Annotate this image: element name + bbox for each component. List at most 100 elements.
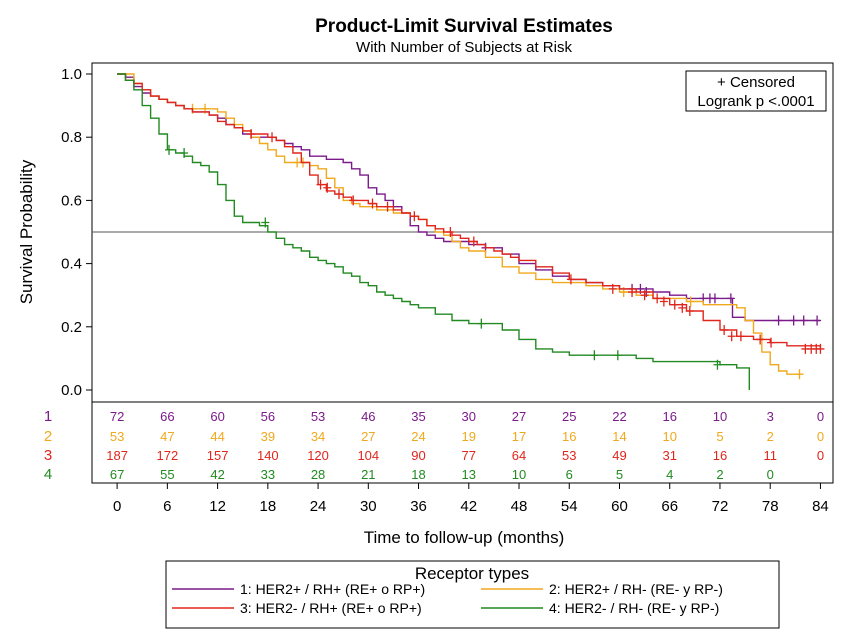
x-tick-label: 66 xyxy=(661,498,678,515)
x-tick-label: 72 xyxy=(712,498,729,515)
censor-mark-3 xyxy=(727,331,736,342)
at-risk-group-label: 1 xyxy=(44,408,52,425)
x-tick-label: 12 xyxy=(209,498,226,515)
x-tick-label: 0 xyxy=(113,498,121,515)
at-risk-count: 27 xyxy=(512,409,526,424)
at-risk-count: 2 xyxy=(716,467,723,482)
survival-curves xyxy=(117,73,825,390)
censor-mark-3 xyxy=(383,201,392,212)
at-risk-count: 49 xyxy=(612,448,626,463)
at-risk-count: 30 xyxy=(462,409,476,424)
censor-mark-3 xyxy=(653,293,662,304)
at-risk-count: 16 xyxy=(662,409,676,424)
at-risk-count: 21 xyxy=(361,467,375,482)
censor-mark-3 xyxy=(316,179,325,190)
at-risk-count: 5 xyxy=(716,429,723,444)
x-tick-label: 24 xyxy=(310,498,327,515)
at-risk-count: 55 xyxy=(160,467,174,482)
at-risk-count: 0 xyxy=(817,429,824,444)
censor-mark-1 xyxy=(710,293,719,304)
censor-mark-4 xyxy=(261,217,270,228)
censor-mark-3 xyxy=(767,337,776,348)
at-risk-count: 22 xyxy=(612,409,626,424)
at-risk-count: 35 xyxy=(411,409,425,424)
censor-mark-4 xyxy=(165,144,174,155)
chart-subtitle: With Number of Subjects at Risk xyxy=(356,39,572,56)
at-risk-count: 10 xyxy=(662,429,676,444)
x-tick-label: 42 xyxy=(460,498,477,515)
censor-mark-3 xyxy=(410,211,419,222)
censor-mark-3 xyxy=(323,182,332,193)
legend: Receptor types 1: HER2+ / RH+ (RE+ o RP+… xyxy=(165,560,780,629)
censor-mark-3 xyxy=(268,132,277,143)
censor-mark-3 xyxy=(678,302,687,313)
at-risk-table: 1 72 66 60 56 53 46 35 30 27 25 22 16 10 3 02 53 47 44 39 34… xyxy=(44,408,824,483)
censor-mark-4 xyxy=(613,350,622,361)
y-tick-label: 0.0 xyxy=(61,382,82,399)
censor-mark-3 xyxy=(670,299,679,310)
x-tick-label: 78 xyxy=(762,498,779,515)
censor-mark-3 xyxy=(608,283,617,294)
at-risk-count: 140 xyxy=(257,448,279,463)
censor-mark-3 xyxy=(368,198,377,209)
at-risk-count: 25 xyxy=(562,409,576,424)
at-risk-count: 17 xyxy=(512,429,526,444)
at-risk-count: 10 xyxy=(713,409,727,424)
at-risk-count: 5 xyxy=(616,467,623,482)
censor-mark-3 xyxy=(469,236,478,247)
censor-mark-3 xyxy=(756,334,765,345)
at-risk-count: 42 xyxy=(210,467,224,482)
at-risk-count: 33 xyxy=(261,467,275,482)
y-tick-label: 0.2 xyxy=(61,319,82,336)
censor-mark-3 xyxy=(736,331,745,342)
at-risk-count: 11 xyxy=(763,448,777,463)
x-tick-label: 18 xyxy=(259,498,276,515)
at-risk-count: 53 xyxy=(110,429,124,444)
legend-entry-1: 1: HER2+ / RH+ (RE+ o RP+) xyxy=(240,581,425,597)
at-risk-group-label: 4 xyxy=(44,466,52,483)
censor-mark-4 xyxy=(180,148,189,158)
at-risk-count: 28 xyxy=(311,467,325,482)
y-tick-label: 0.6 xyxy=(61,192,82,209)
y-tick-label: 1.0 xyxy=(61,66,82,83)
at-risk-count: 104 xyxy=(357,448,379,463)
at-risk-count: 56 xyxy=(261,409,275,424)
x-tick-label: 36 xyxy=(410,498,427,515)
inset-box: + Censored Logrank p <.0001 xyxy=(685,70,827,112)
at-risk-count: 60 xyxy=(210,409,224,424)
censor-mark-3 xyxy=(349,195,358,206)
y-tick-label: 0.4 xyxy=(61,256,82,273)
at-risk-count: 46 xyxy=(361,409,375,424)
at-risk-count: 120 xyxy=(307,448,329,463)
at-risk-group-label: 3 xyxy=(44,447,52,464)
censor-mark-1 xyxy=(789,315,798,326)
at-risk-count: 157 xyxy=(207,448,229,463)
censor-mark-3 xyxy=(566,274,575,285)
at-risk-count: 13 xyxy=(462,467,476,482)
legend-title: Receptor types xyxy=(415,564,529,583)
at-risk-count: 10 xyxy=(512,467,526,482)
at-risk-count: 4 xyxy=(666,467,673,482)
at-risk-count: 39 xyxy=(261,429,275,444)
censor-mark-3 xyxy=(628,287,637,298)
censor-mark-2 xyxy=(686,296,695,307)
censor-mark-4 xyxy=(477,318,486,329)
censor-mark-1 xyxy=(774,315,783,326)
censor-mark-4 xyxy=(713,359,722,370)
x-tick-label: 54 xyxy=(561,498,578,515)
legend-entry-4: 4: HER2- / RH- (RE- y RP-) xyxy=(549,600,719,616)
at-risk-count: 16 xyxy=(562,429,576,444)
at-risk-count: 0 xyxy=(817,409,824,424)
at-risk-count: 67 xyxy=(110,467,124,482)
at-risk-count: 77 xyxy=(462,448,476,463)
censor-mark-3 xyxy=(640,290,649,301)
at-risk-count: 3 xyxy=(767,409,774,424)
censor-mark-3 xyxy=(247,129,256,140)
at-risk-count: 19 xyxy=(462,429,476,444)
at-risk-count: 172 xyxy=(157,448,179,463)
censor-mark-2 xyxy=(795,369,804,380)
x-axis: 0 6 12 18 24 30 36 42 48 54 60 66 72 78 84 xyxy=(113,483,829,515)
at-risk-count: 2 xyxy=(767,429,774,444)
x-tick-label: 60 xyxy=(611,498,628,515)
